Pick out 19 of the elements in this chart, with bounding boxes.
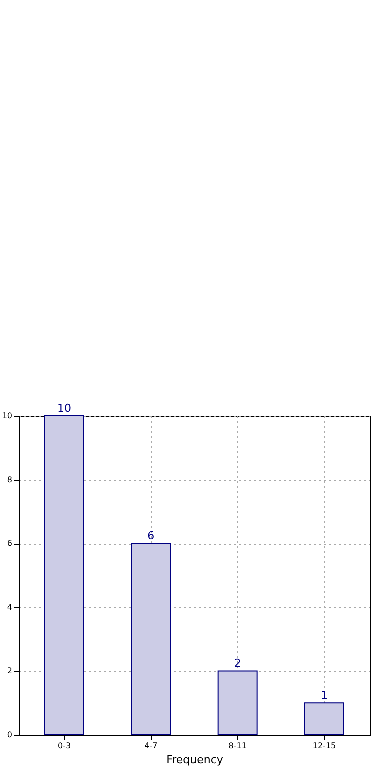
data-label: 1 [321, 689, 328, 702]
x-axis-title: Frequency [166, 754, 224, 766]
y-tick-label: 6 [7, 539, 12, 548]
x-tick-label: 0-3 [58, 742, 72, 750]
y-tick-label: 10 [2, 412, 12, 420]
bar [131, 543, 172, 736]
y-tick-label: 2 [7, 666, 12, 676]
y-tick-label: 8 [7, 475, 12, 484]
data-label: 2 [234, 657, 242, 670]
bar [44, 416, 84, 736]
y-tick-label: 0 [7, 730, 12, 740]
data-label: 6 [148, 530, 155, 543]
y-tick-label: 4 [7, 602, 12, 612]
bar [304, 702, 344, 736]
x-tick-label: 12-15 [312, 742, 336, 750]
x-tick-label: 4-7 [144, 742, 158, 750]
bar [218, 670, 258, 736]
x-tick-label: 8-11 [228, 742, 247, 750]
data-label: 10 [58, 402, 72, 415]
